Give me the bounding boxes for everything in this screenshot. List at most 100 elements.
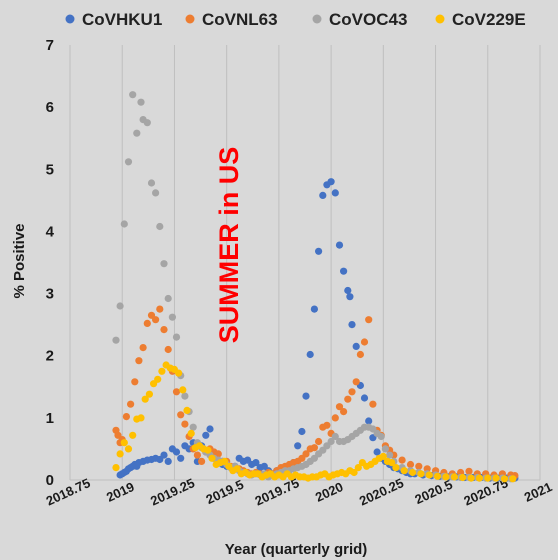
legend-label-CoVNL63: CoVNL63	[202, 10, 278, 29]
point-CoV229E-29	[233, 465, 241, 473]
point-CoVOC43-17	[181, 392, 189, 400]
point-CoV229E-77	[475, 474, 483, 482]
point-CoV229E-73	[442, 473, 450, 481]
point-CoVOC43-11	[156, 222, 164, 231]
point-CoV229E-79	[492, 474, 500, 482]
point-CoV229E-18	[187, 429, 195, 437]
point-CoV229E-64	[379, 452, 387, 460]
legend-marker-CoVNL63	[185, 14, 195, 24]
point-CoV229E-1	[116, 450, 124, 458]
point-CoVOC43-13	[164, 294, 172, 303]
point-CoVHKU1-51	[310, 305, 318, 313]
point-CoVNL63-17	[177, 411, 185, 419]
y-tick-labels: 0 1 2 3 4 5 6 7	[46, 37, 55, 489]
point-CoVOC43-15	[172, 333, 181, 341]
y-tick-label-4: 4	[46, 223, 55, 240]
point-CoVNL63-56	[340, 408, 348, 416]
point-CoVNL63-9	[143, 319, 151, 327]
point-CoV229E-66	[388, 459, 396, 467]
vertical-gridlines	[69, 45, 541, 480]
legend-item-CoVNL63: CoVNL63	[185, 10, 278, 29]
point-CoV229E-78	[484, 474, 492, 482]
legend-label-CoVOC43: CoVOC43	[329, 10, 407, 29]
y-tick-label-5: 5	[46, 161, 54, 178]
point-CoV229E-3	[124, 445, 133, 453]
legend-label-CoVHKU1: CoVHKU1	[82, 10, 162, 29]
point-CoV229E-58	[354, 464, 362, 472]
point-CoV229E-68	[400, 467, 408, 475]
point-CoVHKU1-55	[327, 178, 335, 186]
point-CoVOC43-14	[168, 313, 176, 321]
point-CoVNL63-7	[135, 357, 143, 365]
point-CoV229E-71	[425, 471, 433, 479]
point-CoV229E-75	[459, 473, 467, 482]
point-CoV229E-0	[112, 464, 120, 472]
point-CoV229E-22	[204, 446, 212, 454]
legend-marker-CoV229E	[435, 14, 445, 24]
point-CoVNL63-52	[323, 421, 331, 429]
point-CoV229E-74	[450, 473, 458, 481]
point-CoV229E-15	[175, 369, 183, 377]
point-CoVHKU1-59	[344, 286, 352, 295]
point-CoVOC43-19	[189, 423, 197, 431]
legend-item-CoV229E: CoV229E	[435, 10, 526, 29]
point-CoVOC43-4	[129, 91, 137, 99]
point-CoVHKU1-37	[252, 459, 260, 467]
point-CoV229E-69	[409, 468, 417, 477]
point-CoVNL63-22	[198, 457, 206, 465]
point-CoVOC43-64	[377, 432, 385, 441]
legend: CoVHKU1 CoVNL63 CoVOC43 CoV229E	[65, 10, 526, 29]
point-CoVNL63-49	[310, 444, 318, 452]
point-CoVOC43-5	[133, 129, 141, 137]
point-CoVNL63-6	[131, 378, 139, 386]
point-CoVNL63-50	[315, 437, 323, 446]
data-points	[112, 91, 519, 483]
point-CoVNL63-4	[122, 413, 130, 421]
point-CoV229E-81	[509, 475, 517, 483]
point-CoV229E-16	[179, 386, 187, 394]
point-CoVOC43-6	[137, 98, 145, 106]
point-CoVHKU1-62	[352, 342, 360, 350]
point-CoVHKU1-60	[346, 293, 354, 301]
point-CoVHKU1-61	[348, 321, 356, 329]
point-CoVHKU1-57	[335, 241, 344, 249]
point-CoVHKU1-56	[331, 189, 339, 197]
point-CoVOC43-53	[331, 432, 339, 441]
point-CoV229E-72	[434, 472, 442, 480]
point-CoVNL63-11	[152, 316, 160, 324]
legend-item-CoVHKU1: CoVHKU1	[65, 10, 162, 29]
point-CoVHKU1-65	[365, 417, 373, 425]
point-CoVNL63-59	[352, 378, 360, 386]
point-CoVHKU1-19	[177, 454, 185, 462]
point-CoVNL63-55	[335, 403, 344, 411]
point-CoVNL63-61	[360, 338, 369, 346]
point-CoVOC43-3	[124, 158, 133, 166]
y-tick-label-0: 0	[46, 472, 54, 489]
point-CoVNL63-71	[415, 462, 423, 470]
point-CoV229E-10	[154, 375, 162, 383]
x-axis-label: Year (quarterly grid)	[225, 541, 368, 558]
point-CoVHKU1-47	[294, 442, 302, 450]
series-CoVOC43	[112, 91, 515, 483]
point-CoVNL63-14	[164, 345, 172, 354]
point-CoVOC43-8	[143, 119, 151, 127]
point-CoV229E-7	[141, 395, 149, 403]
legend-marker-CoVOC43	[312, 14, 322, 24]
y-axis-label: % Positive	[11, 223, 28, 298]
point-CoVHKU1-67	[373, 448, 381, 456]
point-CoVNL63-60	[356, 350, 364, 359]
legend-marker-CoVHKU1	[65, 14, 75, 24]
point-CoV229E-70	[417, 470, 425, 478]
point-CoVHKU1-49	[302, 392, 310, 400]
point-CoVHKU1-50	[306, 350, 314, 359]
point-CoVOC43-52	[327, 437, 335, 446]
legend-label-CoV229E: CoV229E	[452, 10, 526, 29]
point-CoV229E-80	[500, 475, 509, 483]
point-CoVNL63-63	[369, 400, 377, 408]
point-CoV229E-11	[158, 367, 166, 375]
point-CoVHKU1-16	[164, 457, 172, 465]
point-CoVHKU1-18	[172, 448, 181, 456]
point-CoVHKU1-58	[340, 267, 348, 275]
point-CoVOC43-2	[120, 220, 128, 228]
